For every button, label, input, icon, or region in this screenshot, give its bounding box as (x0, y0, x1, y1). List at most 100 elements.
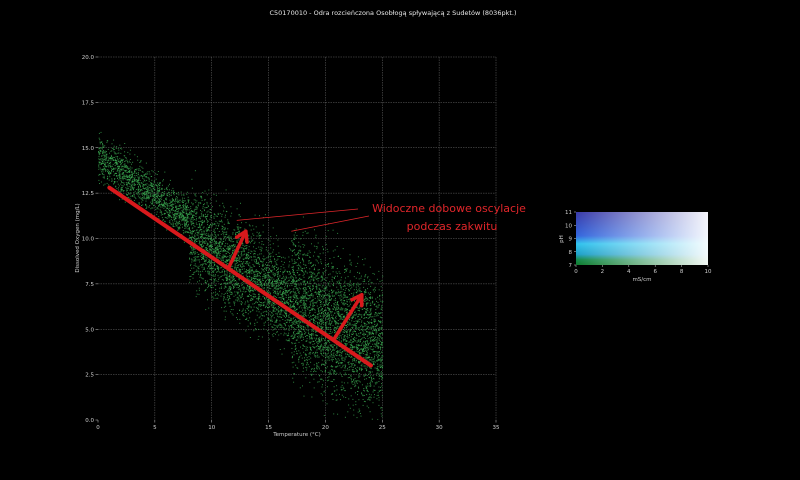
scatter-point (286, 316, 288, 317)
scatter-point (309, 285, 311, 287)
scatter-point (241, 310, 243, 312)
scatter-point (140, 161, 142, 163)
scatter-point (246, 261, 248, 263)
scatter-point (98, 153, 100, 155)
scatter-point (198, 221, 200, 222)
scatter-point (120, 164, 122, 166)
scatter-point (249, 269, 251, 271)
scatter-point (242, 314, 243, 316)
scatter-point (278, 252, 280, 254)
scatter-point (221, 243, 223, 245)
scatter-point (148, 197, 150, 199)
scatter-point (196, 269, 198, 271)
scatter-point (121, 169, 123, 171)
scatter-point (205, 260, 207, 262)
scatter-point (201, 259, 202, 260)
scatter-point (349, 330, 350, 332)
scatter-point (250, 253, 252, 254)
scatter-point (358, 285, 360, 287)
scatter-point (193, 256, 195, 258)
scatter-point (161, 212, 163, 214)
scatter-point (290, 275, 292, 277)
scatter-point (376, 305, 378, 307)
scatter-point (147, 177, 149, 179)
scatter-point (261, 243, 263, 245)
scatter-point (151, 203, 153, 205)
scatter-point (204, 238, 205, 239)
scatter-point (256, 261, 257, 262)
scatter-point (267, 256, 269, 258)
scatter-point (178, 194, 180, 196)
scatter-point (189, 253, 191, 255)
scatter-point (201, 246, 203, 248)
scatter-point (201, 243, 203, 245)
scatter-point (183, 194, 185, 196)
scatter-point (240, 227, 242, 229)
scatter-point (110, 157, 111, 159)
scatter-point (192, 222, 194, 224)
scatter-point (356, 366, 358, 368)
scatter-point (254, 303, 256, 305)
scatter-point (131, 186, 133, 188)
scatter-point (164, 205, 166, 207)
scatter-point (231, 293, 233, 295)
scatter-point (193, 211, 195, 213)
scatter-point (126, 165, 128, 167)
scatter-point (221, 221, 223, 223)
scatter-point (300, 354, 302, 356)
scatter-point (273, 274, 275, 276)
scatter-point (205, 248, 207, 250)
scatter-point (98, 159, 100, 161)
scatter-point (147, 188, 149, 190)
scatter-point (220, 245, 222, 247)
scatter-point (273, 295, 275, 297)
scatter-point (264, 290, 265, 292)
scatter-point (275, 281, 277, 283)
scatter-point (259, 316, 261, 318)
scatter-point (374, 325, 376, 327)
scatter-point (242, 308, 244, 310)
scatter-point (235, 232, 236, 234)
scatter-point (157, 201, 159, 203)
scatter-point (254, 280, 256, 282)
scatter-point (185, 210, 187, 212)
scatter-point (107, 156, 109, 158)
scatter-point (141, 182, 143, 184)
scatter-point (227, 221, 229, 223)
scatter-point (380, 312, 382, 314)
scatter-point (216, 255, 218, 257)
scatter-point (165, 202, 167, 204)
scatter-point (375, 351, 377, 352)
scatter-point (268, 301, 270, 303)
scatter-point (149, 187, 151, 189)
scatter-point (134, 154, 136, 156)
scatter-point (216, 257, 218, 258)
scatter-point (215, 253, 217, 255)
scatter-point (167, 203, 169, 205)
scatter-point (207, 213, 209, 215)
scatter-point (141, 201, 143, 203)
scatter-point (236, 260, 238, 262)
scatter-point (253, 243, 255, 244)
scatter-point (254, 289, 256, 291)
scatter-point (225, 242, 227, 244)
scatter-point (215, 291, 216, 293)
scatter-point (287, 339, 289, 341)
scatter-point (318, 321, 320, 323)
scatter-point (141, 166, 143, 168)
scatter-point (163, 192, 165, 194)
scatter-point (250, 266, 252, 268)
scatter-point (289, 326, 290, 328)
scatter-point (161, 211, 162, 213)
scatter-point (197, 232, 199, 234)
scatter-point (331, 344, 333, 346)
scatter-point (100, 151, 102, 153)
scatter-point (123, 174, 125, 176)
scatter-point (223, 279, 224, 281)
scatter-point (176, 215, 178, 217)
scatter-point (298, 325, 299, 327)
scatter-point (131, 180, 133, 182)
scatter-point (325, 265, 327, 267)
scatter-point (164, 221, 166, 223)
scatter-point (191, 267, 193, 269)
